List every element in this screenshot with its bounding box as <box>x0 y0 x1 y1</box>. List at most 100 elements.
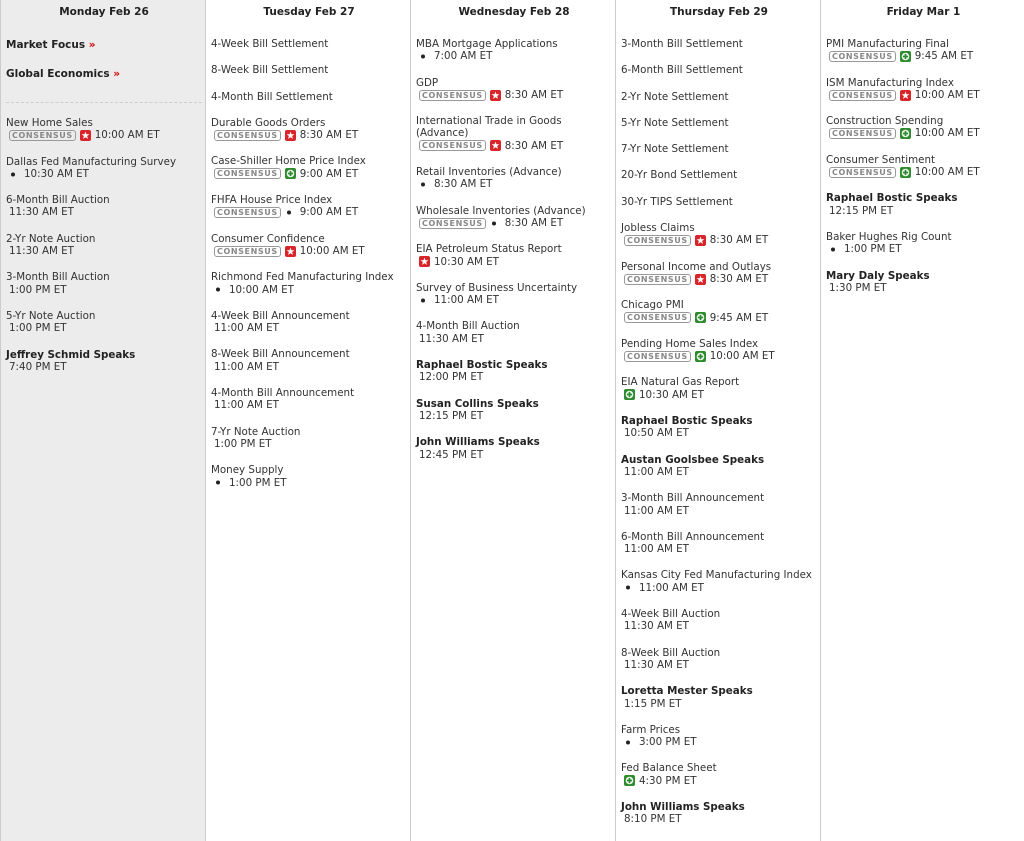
event-name[interactable]: 4-Month Bill Auction <box>416 320 520 333</box>
consensus-badge[interactable]: CONSENSUS <box>624 350 691 362</box>
event-name[interactable]: 20-Yr Bond Settlement <box>621 169 738 182</box>
event-name[interactable]: 2-Yr Note Settlement <box>621 90 729 103</box>
consensus-badge[interactable]: CONSENSUS <box>829 89 896 101</box>
event: 6-Month Bill Auction 11:30 AM ET <box>6 194 202 219</box>
link-label[interactable]: Global Economics <box>6 68 110 80</box>
event-name[interactable]: Kansas City Fed Manufacturing Index <box>621 569 812 582</box>
event: New Home Sales CONSENSUS 10:00 AM ET <box>6 117 202 142</box>
event-name[interactable]: Raphael Bostic Speaks <box>826 192 958 205</box>
event-name[interactable]: New Home Sales <box>6 117 93 129</box>
event-time: 8:30 AM ET <box>504 88 564 101</box>
event-name[interactable]: GDP <box>416 76 439 89</box>
consensus-badge[interactable]: CONSENSUS <box>829 166 896 178</box>
event-name[interactable]: 3-Month Bill Settlement <box>621 38 743 50</box>
consensus-badge[interactable]: CONSENSUS <box>624 273 691 285</box>
consensus-badge[interactable]: CONSENSUS <box>419 140 486 152</box>
event-name[interactable]: Construction Spending <box>826 115 944 128</box>
focus-link[interactable]: Market Focus » <box>6 38 202 52</box>
event-detail: 1:30 PM ET <box>826 282 1021 294</box>
event-name[interactable]: 4-Month Bill Announcement <box>211 387 355 400</box>
dot-icon <box>831 247 835 252</box>
event-name[interactable]: Jeffrey Schmid Speaks <box>6 348 136 361</box>
event-name[interactable]: PMI Manufacturing Final <box>826 38 949 50</box>
consensus-badge[interactable]: CONSENSUS <box>214 245 281 257</box>
event-name[interactable]: Case-Shiller Home Price Index <box>211 155 366 168</box>
link-arrow[interactable]: » <box>88 39 96 51</box>
event-name[interactable]: Jobless Claims <box>621 222 695 235</box>
event-name[interactable]: John Williams Speaks <box>416 436 540 449</box>
link-label[interactable]: Market Focus <box>6 39 86 51</box>
event: Durable Goods Orders CONSENSUS 8:30 AM ET <box>211 117 407 142</box>
event: 4-Week Bill Auction 11:30 AM ET <box>621 608 817 633</box>
event-name[interactable]: Raphael Bostic Speaks <box>416 359 548 372</box>
event-name[interactable]: EIA Natural Gas Report <box>621 376 740 389</box>
plus-icon <box>624 775 635 787</box>
event-name[interactable]: Fed Balance Sheet <box>621 762 717 775</box>
event-name[interactable]: Wholesale Inventories (Advance) <box>416 204 586 217</box>
consensus-badge[interactable]: CONSENSUS <box>214 129 281 141</box>
event-name[interactable]: Baker Hughes Rig Count <box>826 230 952 243</box>
event-name[interactable]: 6-Month Bill Announcement <box>621 530 765 543</box>
link-arrow[interactable]: » <box>113 68 121 80</box>
consensus-badge[interactable]: CONSENSUS <box>9 129 76 141</box>
event-name[interactable]: 3-Month Bill Announcement <box>621 492 765 505</box>
event-name[interactable]: 4-Week Bill Settlement <box>211 38 329 50</box>
star-icon <box>694 273 706 285</box>
consensus-badge[interactable]: CONSENSUS <box>829 50 896 62</box>
consensus-badge[interactable]: CONSENSUS <box>214 168 281 180</box>
event-name[interactable]: 4-Month Bill Settlement <box>211 90 333 103</box>
event-name[interactable]: 2-Yr Note Auction <box>6 232 96 245</box>
event-name[interactable]: Loretta Mester Speaks <box>621 685 753 698</box>
event-name[interactable]: Mary Daly Speaks <box>826 269 930 282</box>
consensus-badge[interactable]: CONSENSUS <box>214 207 281 219</box>
event-name[interactable]: 4-Week Bill Announcement <box>211 309 350 322</box>
event-name[interactable]: 7-Yr Note Auction <box>211 425 301 438</box>
event-name[interactable]: Raphael Bostic Speaks <box>621 415 753 428</box>
event-name[interactable]: Chicago PMI <box>621 299 684 312</box>
event: 6-Month Bill Settlement <box>621 64 817 76</box>
event-name[interactable]: 4-Week Bill Auction <box>621 608 721 621</box>
event-name[interactable]: Consumer Confidence <box>211 232 325 245</box>
event-name[interactable]: ISM Manufacturing Index <box>826 76 954 89</box>
consensus-badge[interactable]: CONSENSUS <box>624 312 691 324</box>
event-name[interactable]: 6-Month Bill Settlement <box>621 64 743 77</box>
focus-link[interactable]: Global Economics » <box>6 67 202 81</box>
event-name[interactable]: Farm Prices <box>621 723 681 736</box>
event-name[interactable]: International Trade in Goods (Advance) <box>416 115 562 140</box>
event-time: 8:10 PM ET <box>624 813 682 826</box>
event-name[interactable]: Personal Income and Outlays <box>621 260 772 273</box>
event-time: 8:30 AM ET <box>709 234 769 247</box>
consensus-badge[interactable]: CONSENSUS <box>419 217 486 229</box>
event-time: 10:00 AM ET <box>94 129 160 142</box>
event-name[interactable]: Susan Collins Speaks <box>416 397 539 410</box>
event-name[interactable]: Durable Goods Orders <box>211 116 326 129</box>
event-name[interactable]: 3-Month Bill Auction <box>6 271 110 284</box>
event: Consumer Sentiment CONSENSUS 10:00 AM ET <box>826 154 1021 179</box>
event-name[interactable]: John Williams Speaks <box>621 800 745 813</box>
event-name[interactable]: 30-Yr TIPS Settlement <box>621 195 733 208</box>
event-name[interactable]: 7-Yr Note Settlement <box>621 143 729 156</box>
event-name[interactable]: Richmond Fed Manufacturing Index <box>211 271 394 284</box>
event-name[interactable]: EIA Petroleum Status Report <box>416 243 562 256</box>
event-name[interactable]: 8-Week Bill Announcement <box>211 348 350 361</box>
event-name[interactable]: Survey of Business Uncertainty <box>416 281 578 294</box>
event-name[interactable]: Pending Home Sales Index <box>621 337 759 350</box>
event-name[interactable]: 8-Week Bill Settlement <box>211 64 329 77</box>
event-name[interactable]: Retail Inventories (Advance) <box>416 166 562 179</box>
event-detail: 12:15 PM ET <box>826 205 1021 217</box>
event-name[interactable]: 5-Yr Note Settlement <box>621 116 729 129</box>
event-name[interactable]: Money Supply <box>211 464 284 477</box>
consensus-badge[interactable]: CONSENSUS <box>624 235 691 247</box>
event-name[interactable]: 5-Yr Note Auction <box>6 309 96 322</box>
event-name[interactable]: Dallas Fed Manufacturing Survey <box>6 155 177 168</box>
event-detail: 7:00 AM ET <box>416 50 612 62</box>
event-name[interactable]: 6-Month Bill Auction <box>6 194 110 207</box>
consensus-badge[interactable]: CONSENSUS <box>829 128 896 140</box>
event-detail: 11:00 AM ET <box>416 294 612 306</box>
consensus-badge[interactable]: CONSENSUS <box>419 89 486 101</box>
event-name[interactable]: 8-Week Bill Auction <box>621 646 721 659</box>
event-name[interactable]: Austan Goolsbee Speaks <box>621 453 765 466</box>
event-name[interactable]: FHFA House Price Index <box>211 194 333 207</box>
event-name[interactable]: MBA Mortgage Applications <box>416 38 558 50</box>
event-name[interactable]: Consumer Sentiment <box>826 153 936 166</box>
